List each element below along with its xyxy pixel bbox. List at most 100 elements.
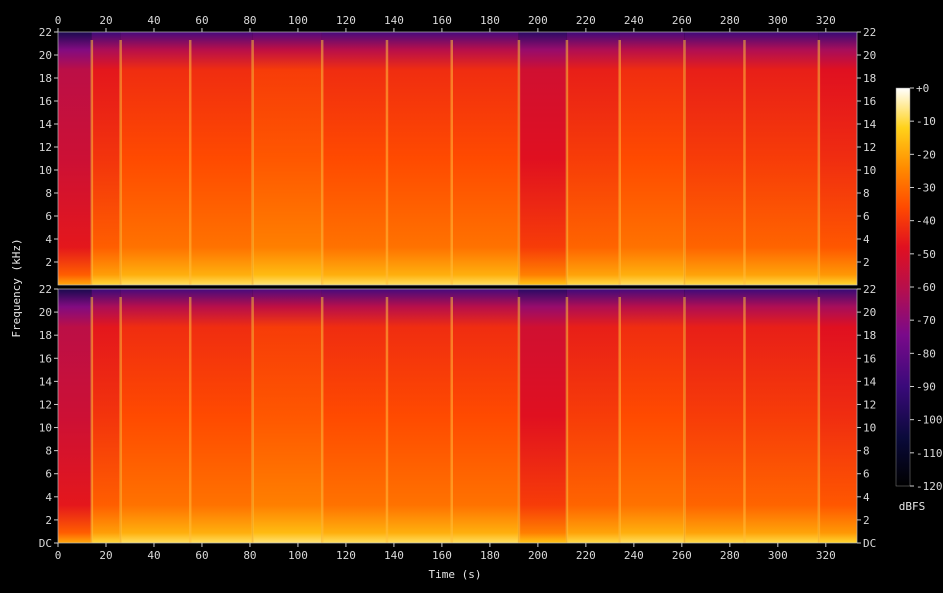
transient-line — [683, 40, 686, 285]
segment-band — [321, 32, 519, 285]
y-tick-label-right: 22 — [863, 26, 876, 39]
segment-band — [120, 32, 253, 285]
spectrogram-top-channel — [57, 31, 858, 286]
x-tick-label-top: 320 — [816, 14, 836, 27]
segment-band — [684, 289, 819, 543]
y-tick-label-left: 18 — [39, 329, 52, 342]
y-tick-label-right: 10 — [863, 164, 876, 177]
x-tick-label-top: 120 — [336, 14, 356, 27]
transient-line — [90, 297, 94, 543]
segment-band — [120, 289, 253, 543]
transient-line — [517, 297, 521, 543]
y-tick-label-right: 10 — [863, 422, 876, 435]
x-tick-label-top: 60 — [195, 14, 208, 27]
x-tick-label-bottom: 80 — [243, 549, 256, 562]
y-tick-label-left: DC — [39, 537, 52, 550]
y-tick-label-left: 4 — [45, 233, 52, 246]
y-tick-label-right: 8 — [863, 445, 870, 458]
panel-frame — [57, 288, 858, 544]
x-tick-label-bottom: 100 — [288, 549, 308, 562]
y-tick-label-left: 6 — [45, 210, 52, 223]
x-tick-label-top: 300 — [768, 14, 788, 27]
panel-frame — [57, 31, 858, 286]
segment-band — [619, 32, 685, 285]
x-tick-label-bottom: 300 — [768, 549, 788, 562]
y-tick-label-right: 8 — [863, 187, 870, 200]
x-tick-label-top: 240 — [624, 14, 644, 27]
x-tick-label-bottom: 60 — [195, 549, 208, 562]
x-tick-label-top: 200 — [528, 14, 548, 27]
y-tick-label-left: 18 — [39, 72, 52, 85]
transient-line — [743, 297, 746, 543]
y-tick-label-right: 18 — [863, 329, 876, 342]
colorbar: +0 -10 -20 -30 -40 -50 -60 -70 -80 -90 -100 -110 -12… — [895, 82, 943, 493]
transient-line — [618, 40, 621, 285]
y-tick-label-right: 16 — [863, 352, 876, 365]
y-tick-label-left: 22 — [39, 26, 52, 39]
y-tick-label-left: 8 — [45, 445, 52, 458]
y-tick-label-right: 2 — [863, 514, 870, 527]
x-tick-label-top: 160 — [432, 14, 452, 27]
x-tick-label-bottom: 280 — [720, 549, 740, 562]
x-tick-label-bottom: 0 — [55, 549, 62, 562]
x-tick-label-bottom: 240 — [624, 549, 644, 562]
colorbar-label: dBFS — [899, 500, 926, 513]
segment-band — [58, 32, 92, 285]
colorbar-tick-label: -40 — [916, 215, 936, 228]
transient-line — [450, 297, 454, 543]
segment-band — [321, 289, 519, 543]
y-tick-label-left: 6 — [45, 468, 52, 481]
y-tick-label-right: 22 — [863, 283, 876, 296]
segment-band — [518, 289, 567, 543]
x-tick-label-bottom: 120 — [336, 549, 356, 562]
transient-line — [119, 297, 122, 543]
x-tick-label-bottom: 20 — [99, 549, 112, 562]
transient-line — [743, 40, 746, 285]
y-tick-label-right: 20 — [863, 306, 876, 319]
y-tick-label-right: 12 — [863, 398, 876, 411]
segment-band — [684, 32, 819, 285]
y-tick-label-right: 2 — [863, 256, 870, 269]
segment-band — [91, 289, 121, 543]
colorbar-tick-label: -70 — [916, 314, 936, 327]
transient-line — [385, 297, 389, 543]
segment-band — [818, 289, 857, 543]
x-tick-label-bottom: 220 — [576, 549, 596, 562]
transient-line — [188, 40, 192, 285]
y-tick-label-left: 20 — [39, 49, 52, 62]
colorbar-tick-label: +0 — [916, 82, 929, 95]
transient-line — [251, 297, 254, 543]
y-tick-label-right: 18 — [863, 72, 876, 85]
y-tick-label-left: 16 — [39, 95, 52, 108]
y-tick-label-right: 16 — [863, 95, 876, 108]
transient-line — [188, 297, 192, 543]
transient-line — [385, 40, 389, 285]
y-tick-label-left: 8 — [45, 187, 52, 200]
y-tick-label-right: 4 — [863, 233, 870, 246]
y-tick-label-left: 14 — [39, 375, 53, 388]
colorbar-tick-label: -110 — [916, 447, 943, 460]
y-tick-label-left: 22 — [39, 283, 52, 296]
y-tick-label-left: 2 — [45, 514, 52, 527]
segment-band — [619, 289, 685, 543]
segment-band — [818, 32, 857, 285]
x-tick-label-top: 220 — [576, 14, 596, 27]
transient-line — [683, 297, 686, 543]
x-tick-label-top: 260 — [672, 14, 692, 27]
y-tick-label-right: 6 — [863, 210, 870, 223]
transient-line — [90, 40, 94, 285]
y-tick-label-left: 14 — [39, 118, 53, 131]
y-tick-label-right: 6 — [863, 468, 870, 481]
transient-line — [320, 40, 324, 285]
segment-band — [252, 289, 322, 543]
spectrogram-bottom-channel — [57, 288, 858, 544]
x-tick-label-top: 140 — [384, 14, 404, 27]
colorbar-tick-label: -10 — [916, 115, 936, 128]
y-tick-label-right: 14 — [863, 118, 877, 131]
y-tick-label-right: 14 — [863, 375, 877, 388]
y-tick-label-right: 20 — [863, 49, 876, 62]
colorbar-tick-label: -90 — [916, 381, 936, 394]
segment-band — [518, 32, 567, 285]
y-axis-label: Frequency (kHz) — [10, 238, 23, 337]
y-tick-label-right: 12 — [863, 141, 876, 154]
